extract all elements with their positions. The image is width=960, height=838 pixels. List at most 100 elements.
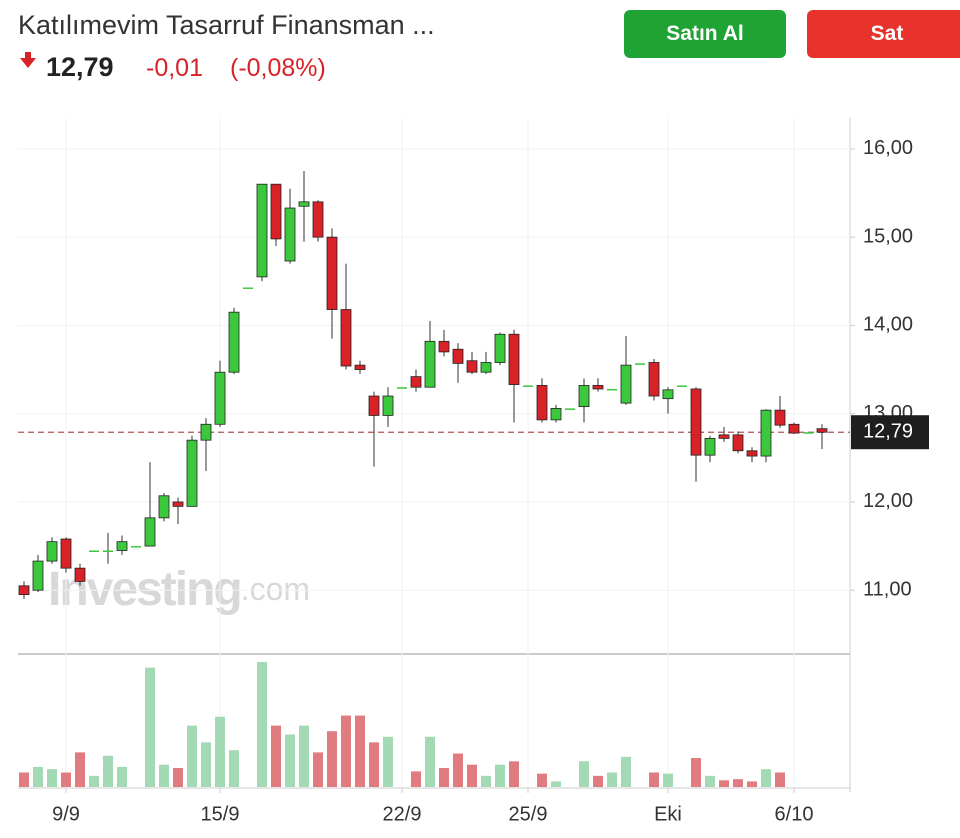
down-arrow-stem: [25, 52, 31, 59]
volume-bar: [481, 775, 491, 787]
candle-body: [410, 376, 422, 388]
candle-body: [718, 434, 730, 439]
volume-bar: [467, 764, 477, 787]
volume-bar: [355, 715, 365, 787]
volume-bar: [159, 764, 169, 787]
y-tick-label: 11,00: [863, 578, 912, 600]
header: Katılımevim Tasarruf Finansman ... 12,79…: [0, 0, 960, 100]
candle-body: [397, 387, 407, 389]
candle-body: [298, 201, 310, 207]
volume-bar: [285, 734, 295, 787]
candle-body: [18, 585, 30, 596]
candle-body: [270, 183, 282, 240]
candle-body: [803, 432, 813, 434]
candle-body: [523, 385, 533, 387]
candle-body: [116, 541, 128, 551]
candle-body: [438, 340, 450, 353]
x-tick-label: 25/9: [509, 803, 548, 825]
x-tick-label: 22/9: [383, 803, 422, 825]
volume-bar: [299, 725, 309, 787]
candle-body: [32, 560, 44, 591]
candle-body: [131, 546, 141, 548]
volume-bar: [383, 736, 393, 787]
candle-body: [816, 428, 828, 433]
candle-body: [452, 348, 464, 364]
volume-bar: [537, 773, 547, 787]
candle-body: [662, 389, 674, 400]
volume-bar: [705, 775, 715, 787]
candle-body: [704, 437, 716, 456]
candle-body: [144, 517, 156, 547]
candle-body: [340, 309, 352, 367]
candle-body: [424, 340, 436, 388]
candle-body: [774, 409, 786, 426]
y-tick-label: 12,00: [863, 490, 913, 512]
volume-bar: [663, 773, 673, 787]
volume-bar: [649, 772, 659, 787]
volume-bar: [341, 715, 351, 787]
volume-bar: [313, 752, 323, 787]
x-tick-label: 15/9: [201, 803, 240, 825]
y-tick-label: 14,00: [863, 314, 913, 336]
volume-bar: [621, 756, 631, 787]
volume-bar: [201, 742, 211, 787]
candle-body: [368, 395, 380, 416]
watermark: Investing.com: [48, 563, 310, 616]
change: -0,01: [146, 54, 203, 82]
change-pct: (-0,08%): [230, 54, 326, 82]
volume-bar: [33, 766, 43, 787]
volume-bar: [775, 772, 785, 787]
volume-bar: [509, 761, 519, 787]
volume-bar: [607, 772, 617, 787]
candle-body: [760, 409, 772, 457]
volume-bar: [747, 781, 757, 787]
candle-body: [200, 423, 212, 441]
volume-bar: [229, 750, 239, 787]
volume-bar: [327, 731, 337, 787]
sell-button[interactable]: Sat: [807, 10, 960, 58]
volume-bar: [761, 769, 771, 787]
candle-body: [172, 501, 184, 507]
volume-bar: [733, 779, 743, 787]
volume-bar: [215, 716, 225, 787]
volume-bar: [411, 771, 421, 787]
volume-bar: [579, 761, 589, 787]
candle-body: [312, 201, 324, 238]
last-price-label: 12,79: [863, 421, 913, 443]
last-price-box: [851, 415, 929, 450]
volume-bar: [719, 780, 729, 787]
candle-body: [354, 364, 366, 370]
candle-body: [214, 371, 226, 425]
volume-bar: [425, 736, 435, 787]
volume-bar: [369, 742, 379, 787]
candle-body: [158, 495, 170, 519]
candle-body: [243, 287, 253, 289]
candle-body: [607, 388, 617, 391]
volume-bar: [551, 781, 561, 787]
candle-body: [648, 362, 660, 397]
candle-body: [256, 183, 268, 278]
candle-body: [89, 550, 99, 552]
candle-body: [466, 360, 478, 373]
candle-body: [550, 407, 562, 421]
candle-body: [186, 439, 198, 507]
candle-body: [74, 567, 86, 582]
y-tick-label: 16,00: [863, 137, 913, 159]
volume-bar: [453, 753, 463, 787]
candle-body: [620, 364, 632, 404]
x-tick-label: 9/9: [52, 803, 80, 825]
candle-body: [228, 311, 240, 373]
candle-body: [60, 538, 72, 569]
candle-body: [578, 385, 590, 408]
candle-body: [536, 385, 548, 421]
candle-body: [565, 408, 575, 410]
buy-button[interactable]: Satın Al: [624, 10, 786, 58]
candle-body: [788, 423, 800, 434]
volume-bar: [173, 768, 183, 787]
candle-body: [746, 450, 758, 457]
candle-body: [480, 362, 492, 373]
candle-body: [46, 541, 58, 562]
candle-body: [382, 395, 394, 416]
volume-bar: [75, 752, 85, 787]
